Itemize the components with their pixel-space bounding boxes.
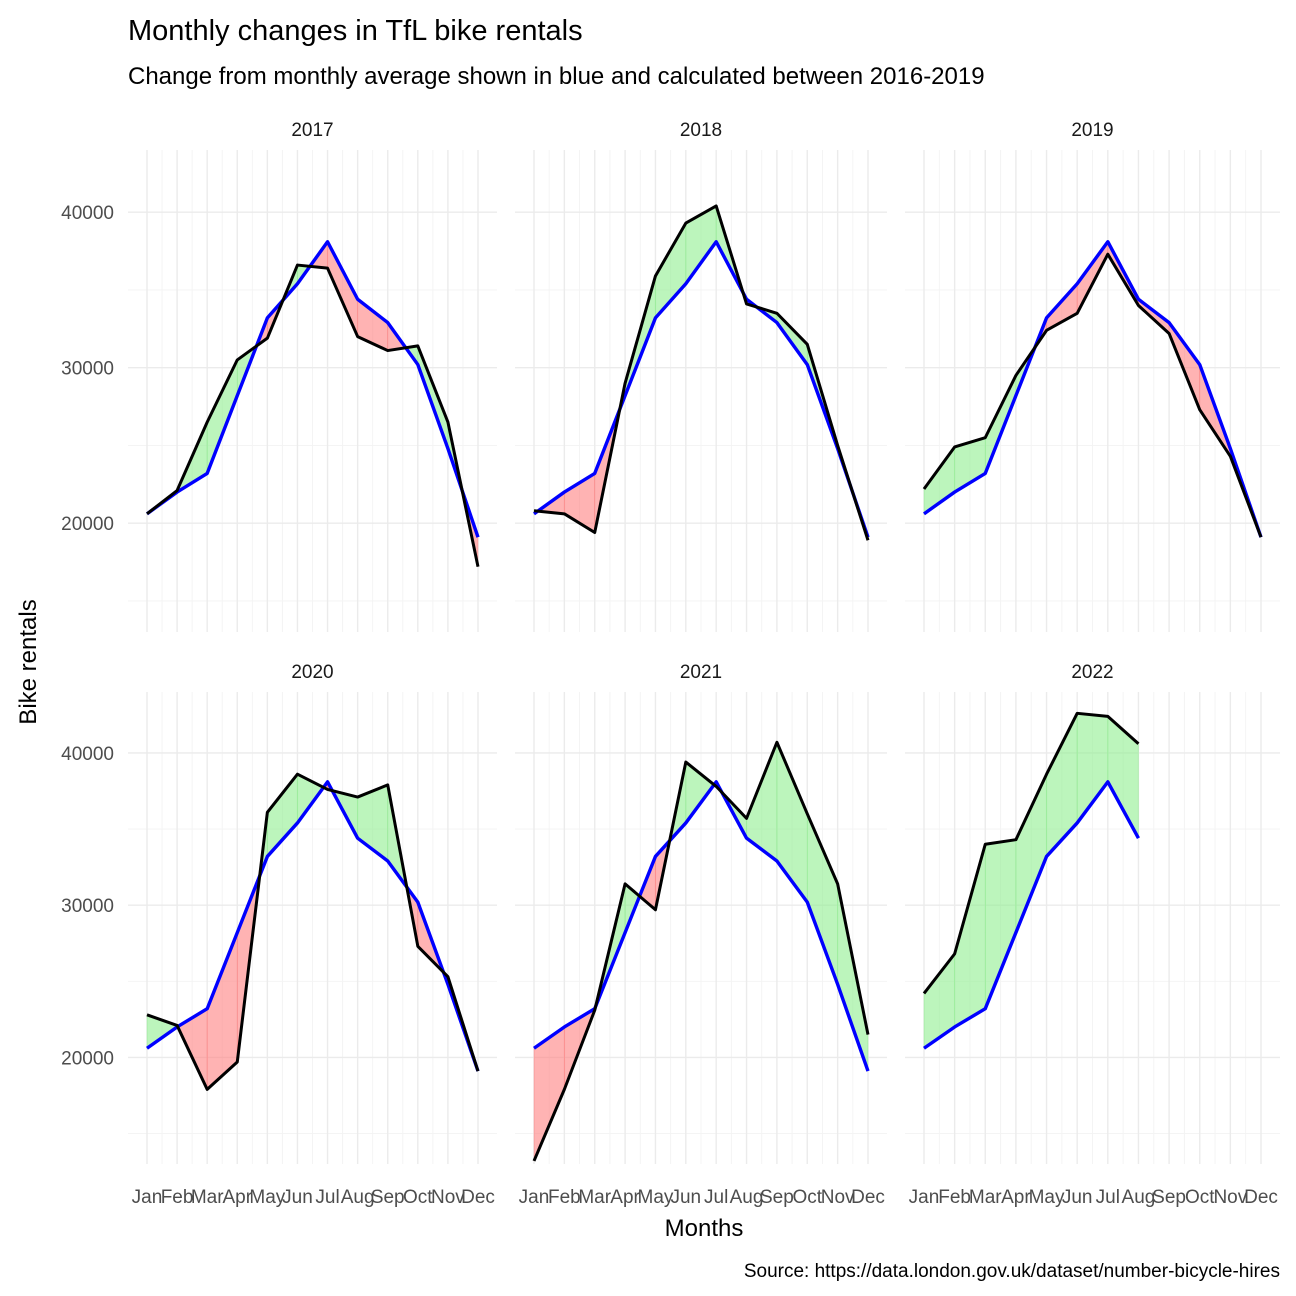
chart-title: Monthly changes in TfL bike rentals bbox=[128, 15, 583, 47]
x-tick-label: Jul bbox=[1096, 1187, 1120, 1208]
y-axis-title: Bike rentals bbox=[15, 599, 42, 724]
x-tick-label: Aug bbox=[341, 1187, 375, 1208]
x-tick-label: Feb bbox=[548, 1187, 581, 1208]
x-tick-label: Nov bbox=[431, 1187, 465, 1208]
x-tick-label: Feb bbox=[938, 1187, 971, 1208]
facet-label: 2020 bbox=[291, 662, 333, 683]
chart-subtitle: Change from monthly average shown in blu… bbox=[128, 63, 985, 90]
facet-label: 2022 bbox=[1071, 662, 1113, 683]
x-tick-label: Mar bbox=[969, 1187, 1002, 1208]
facet-label: 2018 bbox=[680, 120, 722, 141]
x-tick-label: Aug bbox=[1122, 1187, 1156, 1208]
x-tick-label: May bbox=[638, 1187, 674, 1208]
x-tick-label: Mar bbox=[578, 1187, 611, 1208]
y-tick-label: 40000 bbox=[61, 203, 114, 224]
actual-line bbox=[532, 740, 870, 1162]
average-line bbox=[146, 780, 480, 1072]
x-tick-label: Apr bbox=[1001, 1187, 1031, 1208]
x-tick-label: Sep bbox=[760, 1187, 794, 1208]
average-line bbox=[533, 240, 870, 538]
x-tick-label: Dec bbox=[1244, 1187, 1278, 1208]
actual-line bbox=[922, 711, 1140, 995]
x-tick-label: Jun bbox=[282, 1187, 313, 1208]
caption: Source: https://data.london.gov.uk/datas… bbox=[744, 1261, 1280, 1282]
x-tick-label: Dec bbox=[851, 1187, 885, 1208]
x-tick-label: Dec bbox=[461, 1187, 495, 1208]
actual-line bbox=[533, 204, 870, 541]
panel-2018: 2018 bbox=[515, 120, 887, 632]
x-tick-label: Jan bbox=[909, 1187, 940, 1208]
x-tick-label: Jun bbox=[670, 1187, 701, 1208]
x-tick-label: May bbox=[1029, 1187, 1065, 1208]
x-tick-label: Apr bbox=[222, 1187, 252, 1208]
x-tick-label: Oct bbox=[1185, 1187, 1215, 1208]
x-tick-label: Jul bbox=[704, 1187, 728, 1208]
x-tick-label: Jun bbox=[1062, 1187, 1093, 1208]
x-tick-label: Mar bbox=[191, 1187, 224, 1208]
x-tick-label: Aug bbox=[730, 1187, 764, 1208]
x-tick-label: Oct bbox=[792, 1187, 822, 1208]
x-tick-label: Jan bbox=[519, 1187, 550, 1208]
average-line bbox=[533, 780, 870, 1072]
actual-line bbox=[146, 772, 480, 1091]
actual-line bbox=[146, 263, 480, 568]
y-tick-label: 30000 bbox=[61, 896, 114, 917]
y-tick-label: 20000 bbox=[61, 1048, 114, 1069]
facet-label: 2017 bbox=[291, 120, 333, 141]
x-tick-label: Sep bbox=[1152, 1187, 1186, 1208]
x-tick-label: Apr bbox=[610, 1187, 640, 1208]
average-line bbox=[923, 240, 1263, 538]
x-tick-label: Feb bbox=[161, 1187, 194, 1208]
facet-panels: 2017 20000 30000 40000 2018 2019 2020 20000 3000… bbox=[61, 120, 1280, 1208]
x-tick-label: May bbox=[249, 1187, 285, 1208]
actual-line bbox=[922, 252, 1263, 538]
x-axis-title: Months bbox=[665, 1215, 744, 1242]
facet-label: 2019 bbox=[1071, 120, 1113, 141]
x-tick-label: Sep bbox=[371, 1187, 405, 1208]
y-tick-label: 30000 bbox=[61, 359, 114, 380]
y-tick-label: 40000 bbox=[61, 744, 114, 765]
panel-2019: 2019 bbox=[905, 120, 1280, 632]
x-tick-label: Nov bbox=[1213, 1187, 1247, 1208]
facet-label: 2021 bbox=[680, 662, 722, 683]
x-tick-label: Nov bbox=[821, 1187, 855, 1208]
y-tick-label: 20000 bbox=[61, 514, 114, 535]
x-tick-label: Oct bbox=[403, 1187, 433, 1208]
average-line bbox=[146, 240, 480, 538]
x-tick-label: Jul bbox=[315, 1187, 339, 1208]
average-line bbox=[923, 780, 1140, 1050]
x-tick-label: Jan bbox=[132, 1187, 163, 1208]
panel-2017: 2017 20000 30000 40000 bbox=[61, 120, 497, 632]
